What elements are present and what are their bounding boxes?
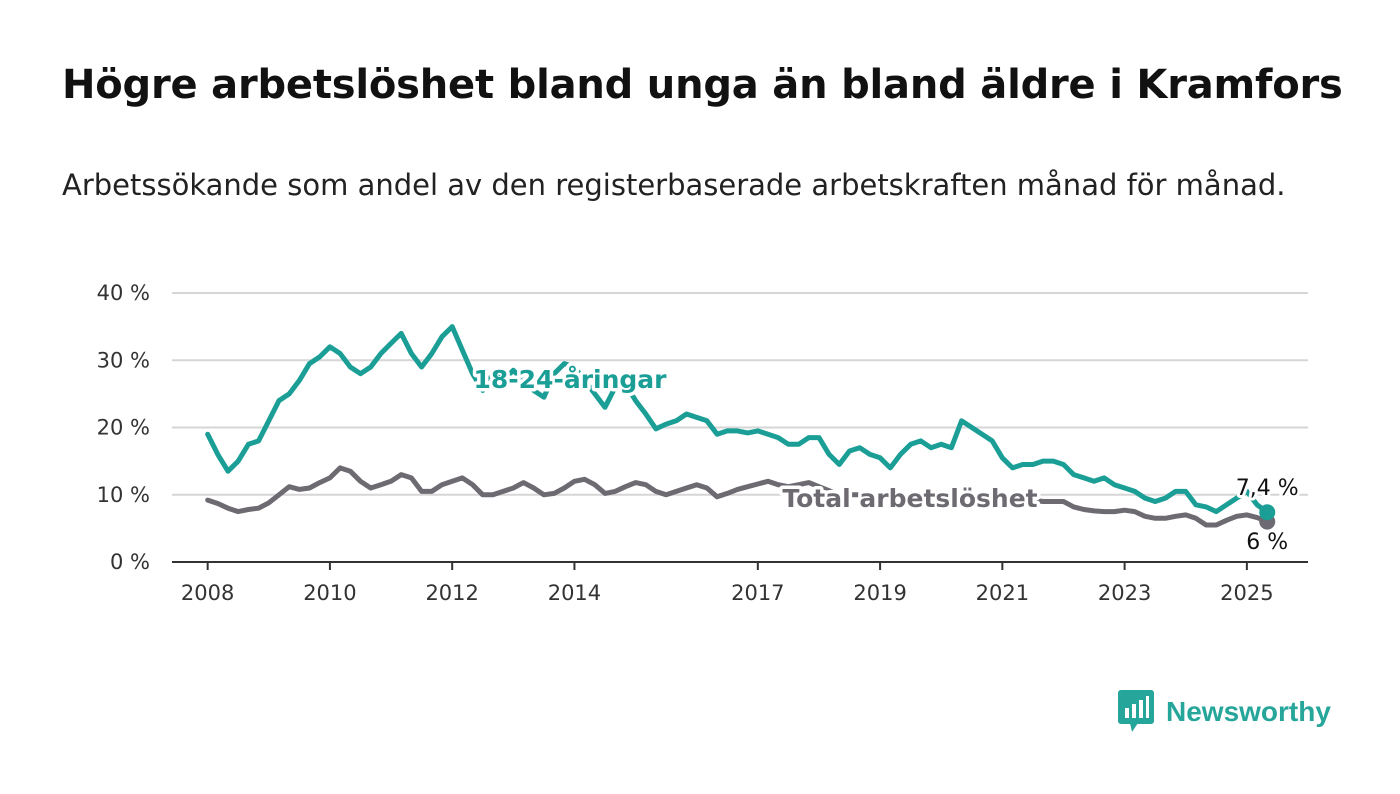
chart-title: Högre arbetslöshet bland unga än bland ä… xyxy=(62,62,1343,108)
y-tick-label: 0 % xyxy=(110,550,150,574)
x-tick-label: 2012 xyxy=(425,581,478,605)
x-tick-label: 2017 xyxy=(731,581,784,605)
series-end-point xyxy=(1259,504,1276,521)
newsworthy-logo: Newsworthy xyxy=(1118,690,1331,734)
x-tick-label: 2010 xyxy=(303,581,356,605)
x-tick-label: 2008 xyxy=(181,581,234,605)
series-label-youth: 18-24-åringar xyxy=(474,365,668,394)
series-line xyxy=(205,324,1270,515)
y-axis-ticks: 0 % 10 % 20 % 30 % 40 % xyxy=(97,281,150,574)
series-label-total: Total arbetslöshet xyxy=(782,484,1037,513)
brand-name: Newsworthy xyxy=(1166,696,1331,727)
x-tick-label: 2021 xyxy=(976,581,1029,605)
y-tick-label: 40 % xyxy=(97,281,150,305)
bar-chart-speech-bubble-icon xyxy=(1118,690,1154,732)
grid-lines xyxy=(172,292,1308,496)
series-lines xyxy=(205,324,1276,530)
x-tick-label: 2025 xyxy=(1220,581,1273,605)
end-value-youth-halo: 7,4 % xyxy=(1236,476,1299,501)
end-value-total: 6 % xyxy=(1246,530,1288,555)
x-axis: 2008 2010 2012 2014 2017 2019 2021 2023 2025 xyxy=(172,561,1308,605)
y-tick-label: 20 % xyxy=(97,416,150,440)
end-value-youth: 7,4 % xyxy=(1236,476,1299,501)
x-tick-label: 2023 xyxy=(1098,581,1151,605)
y-tick-label: 30 % xyxy=(97,348,150,372)
x-tick-label: 2019 xyxy=(853,581,906,605)
chart-subtitle: Arbetssökande som andel av den registerb… xyxy=(62,168,1286,202)
series-label-youth-halo: 18-24-åringar xyxy=(474,365,668,394)
series-line xyxy=(205,465,1270,528)
y-tick-label: 10 % xyxy=(97,483,150,507)
x-tick-label: 2014 xyxy=(548,581,601,605)
end-value-total-halo: 6 % xyxy=(1246,530,1288,555)
series-label-total-halo: Total arbetslöshet xyxy=(782,484,1037,513)
